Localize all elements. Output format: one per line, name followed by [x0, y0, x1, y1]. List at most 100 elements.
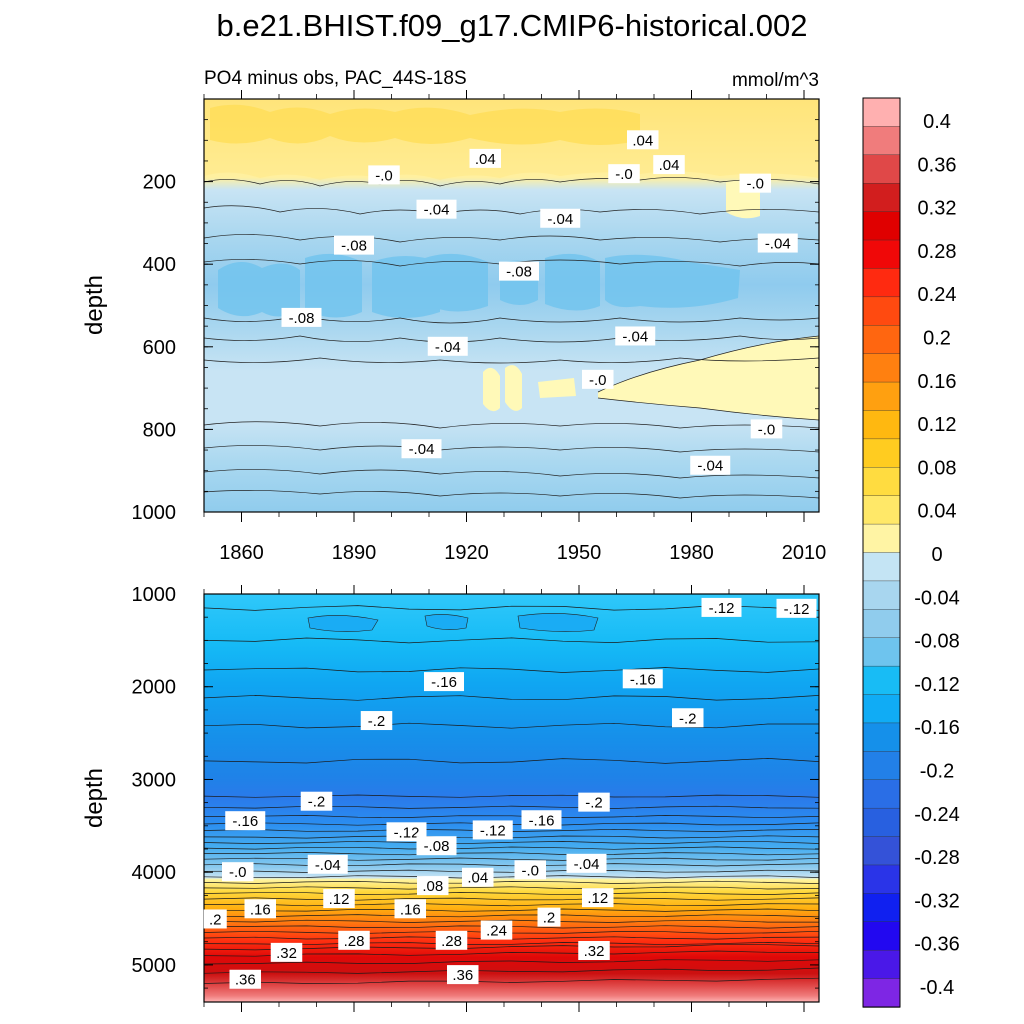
contour-line	[204, 637, 819, 644]
contour-label: .16	[394, 899, 426, 919]
x-tick-label: 1980	[669, 542, 714, 564]
colorbar: 0.4 0.36 0.32 0.28 0.24 0.2 0.16 0.12 0.08 0.04 0 -…	[862, 97, 960, 1008]
contour-line	[204, 959, 819, 965]
colorbar-label: 0.24	[918, 284, 957, 306]
colorbar-label: 0.36	[918, 154, 957, 176]
contour-label-text: -.12	[784, 601, 810, 618]
colorbar-swatch	[862, 126, 901, 156]
contour-label-box	[672, 708, 704, 728]
colorbar-label: -0.24	[914, 804, 960, 826]
contour-label-box	[225, 811, 266, 831]
contour-label: .04	[653, 155, 685, 175]
lower-contour-labels: -.12 -.12 -.16 -.16 -.2 -.2 -.2 -.2 -.16 -.16 -.12…	[203, 597, 817, 989]
lower-blue-patches	[307, 613, 599, 632]
contour-label-box	[462, 867, 494, 887]
subtitle-right: mmol/m^3	[732, 70, 819, 91]
contour-line	[204, 950, 819, 957]
upper-yellow-edge	[204, 99, 819, 180]
contour-label-box	[323, 889, 355, 909]
contour-label-text: -.04	[435, 339, 461, 356]
contour-line	[204, 891, 819, 896]
contour-label-text: -.16	[431, 674, 457, 691]
contour-label: -.04	[416, 199, 457, 219]
colorbar-swatch	[862, 864, 901, 895]
contour-label-text: -.04	[574, 856, 600, 873]
contour-label: .04	[627, 130, 659, 150]
lower-frame	[203, 593, 820, 1003]
upper-panel: depth 200 400 600 800 1000 1860 1890 1920 1950 19…	[81, 90, 826, 564]
contour-line	[204, 886, 819, 890]
contour-label-box	[360, 711, 393, 731]
contour-label-box	[244, 899, 276, 919]
colorbar-label: 0.16	[918, 371, 957, 393]
contour-label-box	[578, 941, 610, 960]
contour-label-box	[435, 930, 468, 950]
figure-title: b.e21.BHIST.f09_g17.CMIP6-historical.002	[216, 8, 807, 43]
contour-label: -.0	[222, 862, 254, 882]
contour-label-box	[653, 155, 685, 175]
contour-label: -.16	[622, 669, 663, 689]
contour-label: -.0	[608, 164, 640, 184]
contour-line	[204, 977, 819, 984]
colorbar-label: 0.32	[918, 198, 957, 220]
contour-label-box	[739, 173, 771, 193]
colorbar-swatch	[862, 665, 901, 696]
contour-label-box	[622, 669, 663, 689]
contour-label-text: .36	[235, 972, 256, 989]
contour-label: .32	[270, 942, 303, 962]
contour-label-box	[469, 148, 501, 168]
contour-line	[204, 863, 819, 867]
contour-label-text: -.08	[289, 310, 315, 327]
contour-label-text: .04	[475, 151, 496, 168]
lower-contour-lines	[204, 605, 819, 984]
colorbar-swatch	[862, 580, 901, 611]
colorbar-swatch	[862, 694, 901, 724]
colorbar-swatch	[862, 325, 901, 355]
colorbar-swatch	[862, 978, 901, 1008]
contour-label: -.08	[499, 261, 539, 281]
contour-label-text: -.04	[622, 328, 648, 345]
contour-label-text: -.2	[368, 713, 386, 730]
colorbar-swatch	[862, 239, 901, 270]
colorbar-swatch	[862, 779, 901, 809]
contour-label: .36	[447, 965, 479, 985]
contour-label-text: -.0	[758, 421, 776, 438]
upper-yellow-right-wedge	[598, 336, 819, 420]
contour-label: -.04	[307, 854, 348, 874]
x-tick-label: 1920	[444, 542, 489, 564]
contour-label-text: -.04	[765, 236, 791, 253]
lower-background-fill	[204, 594, 819, 1002]
contour-label-text: .04	[467, 870, 488, 887]
contour-label-text: -.08	[424, 838, 450, 855]
contour-label-box	[499, 261, 539, 281]
contour-label-text: .32	[584, 943, 605, 960]
contour-label: -.04	[566, 853, 607, 873]
contour-label-box	[514, 860, 546, 880]
colorbar-swatch	[862, 183, 901, 213]
lower-contour-fill	[204, 594, 819, 1002]
contour-line	[204, 919, 819, 923]
contour-label: -.0	[514, 860, 546, 880]
subtitle-left: PO4 minus obs, PAC_44S-18S	[204, 68, 467, 89]
contour-label-box	[776, 598, 817, 618]
contour-label-text: -.2	[308, 794, 326, 811]
contour-line	[204, 758, 819, 764]
contour-line	[204, 852, 819, 856]
contour-label-box	[690, 455, 731, 475]
contour-label-box	[750, 419, 783, 439]
contour-label-box	[701, 597, 742, 617]
colorbar-label: -0.12	[914, 674, 960, 696]
y-tick-label: 1000	[132, 502, 177, 524]
contour-label-text: -.0	[229, 864, 247, 881]
contour-label-box	[270, 942, 303, 962]
contour-label-text: -.0	[375, 167, 393, 184]
colorbar-label: -0.2	[920, 761, 954, 783]
colorbar-label: 0.08	[918, 457, 957, 479]
colorbar-frame	[862, 97, 901, 1008]
contour-label-box	[521, 810, 562, 830]
upper-yellow-small-patches	[483, 179, 760, 412]
contour-label-box	[615, 326, 656, 346]
colorbar-swatch	[862, 949, 901, 980]
